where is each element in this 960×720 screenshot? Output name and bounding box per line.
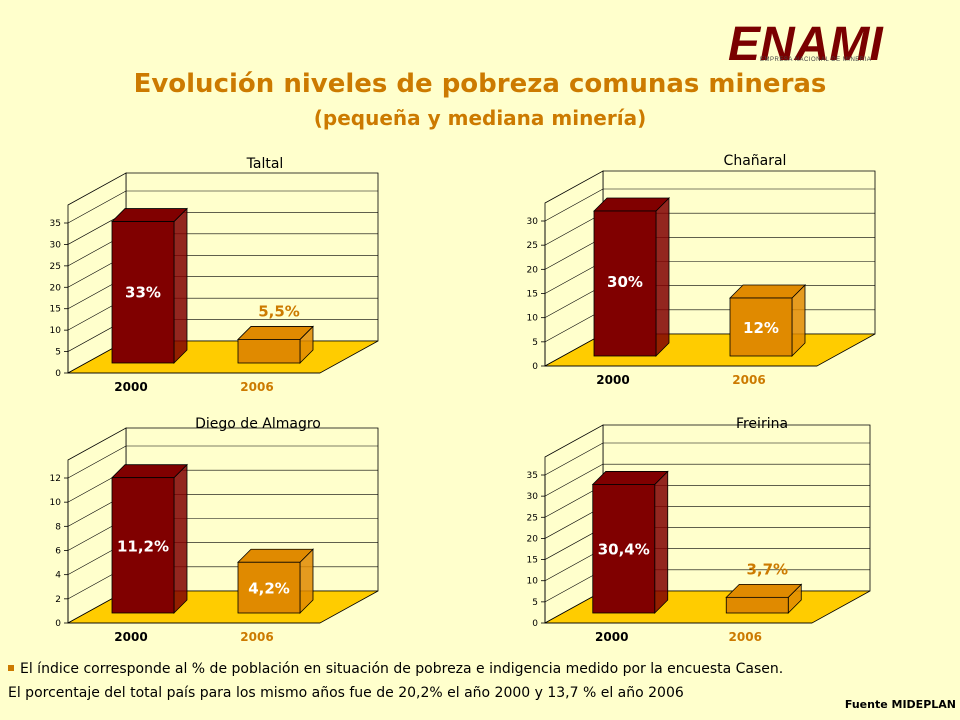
bar-top <box>725 583 803 598</box>
chart-freirina: 0 5 10 15 20 25 30 35 Freirina 2000 30,4% 2006 3,7% <box>527 416 871 644</box>
bar-2006 <box>725 596 789 614</box>
x-tick-label: 2006 <box>729 630 762 644</box>
y-tick-label: 20 <box>527 265 539 275</box>
note-country-total: El porcentaje del total país para los mi… <box>8 685 684 701</box>
chart-title: Chañaral <box>724 153 787 169</box>
page-subtitle: (pequeña y mediana minería) <box>313 106 647 130</box>
data-label: 33% <box>125 284 161 302</box>
y-tick-label: 5 <box>532 598 538 608</box>
y-tick-label: 10 <box>527 577 539 587</box>
y-tick-label: 35 <box>527 471 538 481</box>
chart-title: Diego de Almagro <box>195 416 321 432</box>
x-tick-label: 2000 <box>596 373 629 387</box>
y-tick-label: 12 <box>50 474 61 484</box>
x-tick-label: 2006 <box>732 373 765 387</box>
data-label: 30,4% <box>598 541 650 559</box>
y-tick-label: 20 <box>527 534 539 544</box>
logo-text: ENAMI <box>728 18 884 71</box>
y-tick-label: 0 <box>532 619 538 629</box>
y-tick-label: 30 <box>527 217 539 227</box>
bar-2006 <box>237 561 301 614</box>
y-tick-label: 25 <box>527 241 538 251</box>
gridline-side <box>67 445 127 479</box>
note-index-definition: El índice corresponde al % de población … <box>8 660 783 678</box>
y-tick-label: 2 <box>55 595 61 605</box>
gridline-side <box>544 285 604 318</box>
y-tick-label: 10 <box>50 326 62 336</box>
x-tick-label: 2000 <box>114 380 147 394</box>
bar-2000 <box>593 210 657 357</box>
y-tick-label: 25 <box>50 262 61 272</box>
y-tick-label: 25 <box>527 513 538 523</box>
data-label: 3,7% <box>746 560 788 578</box>
x-tick-label: 2006 <box>240 380 273 394</box>
bullet-square-icon <box>8 665 14 671</box>
data-label: 30% <box>607 273 643 291</box>
y-tick-label: 8 <box>55 522 61 532</box>
y-tick-label: 4 <box>55 571 61 581</box>
y-tick-label: 5 <box>55 348 61 358</box>
x-tick-label: 2006 <box>240 630 273 644</box>
y-tick-label: 0 <box>55 619 61 629</box>
y-tick-label: 30 <box>50 240 62 250</box>
gridline-side <box>544 442 604 476</box>
bar-side <box>654 470 669 614</box>
logo-subtext: EMPRESA NACIONAL DE MINERIA <box>760 57 872 63</box>
gridline-side <box>544 463 604 497</box>
y-tick-label: 5 <box>532 338 538 348</box>
gridline-side <box>67 190 127 224</box>
data-label: 5,5% <box>258 302 300 320</box>
chart-taltal: 0 5 10 15 20 25 30 35 Taltal 2000 33% 2006 5,5% <box>50 156 379 394</box>
gridline-side <box>544 261 604 294</box>
source-name: MIDEPLAN <box>891 698 956 711</box>
note-line-1: El índice corresponde al % de población … <box>20 661 784 677</box>
source-prefix: Fuente <box>844 698 888 711</box>
chart-diego-de-almagro: 0 2 4 6 8 10 12 Diego de Almagro 2000 11,2% 2006 4,… <box>50 416 379 644</box>
y-tick-label: 10 <box>50 498 62 508</box>
page-title: Evolución niveles de pobreza comunas min… <box>133 69 827 99</box>
enami-logo: ENAMI <box>728 18 884 71</box>
x-tick-label: 2000 <box>595 630 628 644</box>
bar-2000 <box>111 477 175 614</box>
chart-chanaral: 0 5 10 15 20 25 30 Chañaral 2000 30% 2006 12% <box>527 153 876 387</box>
gridline-side <box>544 309 604 343</box>
data-label: 11,2% <box>117 537 169 555</box>
bar-top <box>591 471 669 485</box>
data-label: 4,2% <box>248 580 290 598</box>
bar-2006 <box>729 297 793 357</box>
y-tick-label: 35 <box>50 219 61 229</box>
chart-title: Freirina <box>736 416 788 432</box>
y-tick-label: 6 <box>55 547 61 557</box>
gridline-side <box>544 188 604 222</box>
gridline-side <box>544 212 604 246</box>
x-tick-label: 2000 <box>114 630 147 644</box>
y-tick-label: 15 <box>527 290 538 300</box>
y-tick-label: 0 <box>532 362 538 372</box>
chart-title: Taltal <box>246 156 284 172</box>
gridline-side <box>544 237 604 270</box>
y-tick-label: 20 <box>50 283 62 293</box>
bar-2000 <box>592 484 656 614</box>
y-tick-label: 0 <box>55 369 61 379</box>
source-credit: Fuente MIDEPLAN <box>845 698 956 711</box>
bar-2000 <box>111 221 175 364</box>
y-tick-label: 10 <box>527 314 539 324</box>
y-tick-label: 15 <box>50 305 61 315</box>
data-label: 12% <box>743 319 779 337</box>
y-tick-label: 15 <box>527 556 538 566</box>
bar-2006 <box>237 339 301 364</box>
y-tick-label: 30 <box>527 492 539 502</box>
